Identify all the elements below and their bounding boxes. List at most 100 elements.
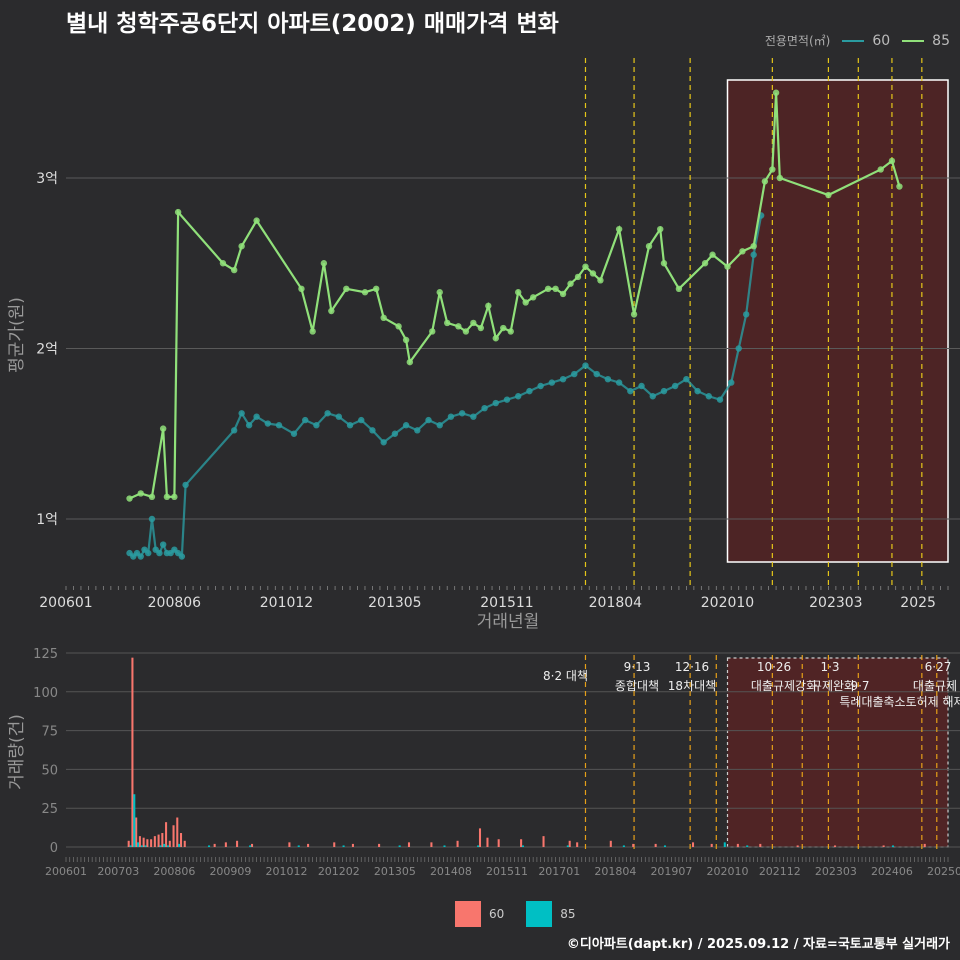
data-point-85 (137, 490, 144, 497)
data-point-60 (481, 404, 488, 412)
data-point-85 (320, 260, 328, 267)
bar-60 (131, 657, 134, 847)
data-point-60 (346, 422, 354, 429)
legend-box-85 (526, 901, 553, 927)
data-point-60 (380, 439, 387, 446)
bar-60 (542, 836, 545, 847)
data-point-60 (683, 375, 690, 383)
y-tick-label-bottom: 50 (41, 763, 58, 778)
data-point-85 (159, 425, 167, 432)
data-point-85 (559, 290, 567, 298)
bar-60 (486, 837, 489, 847)
x-tick-label-top: 201305 (368, 595, 421, 611)
data-point-60 (145, 549, 152, 557)
y-tick-label-top: 2억 (36, 342, 58, 358)
data-point-60 (245, 422, 253, 429)
data-point-60 (742, 311, 750, 318)
data-point-60 (137, 553, 144, 560)
data-point-85 (522, 299, 529, 306)
data-point-85 (761, 178, 769, 185)
data-point-85 (825, 191, 832, 199)
data-point-60 (253, 413, 260, 420)
x-tick-label-bottom: 202010 (707, 865, 749, 878)
data-point-60 (458, 410, 466, 417)
bar-85 (137, 842, 140, 847)
bar-60 (710, 843, 713, 847)
data-point-85 (298, 285, 305, 293)
bar-85 (443, 845, 446, 847)
data-point-85 (238, 243, 245, 250)
data-point-60 (705, 393, 713, 400)
data-point-85 (615, 225, 623, 233)
data-point-60 (615, 379, 623, 386)
x-tick-label-top: 201804 (589, 595, 643, 611)
bar-85 (129, 845, 132, 847)
policy-annotation: 1·3 (820, 660, 839, 674)
y-tick-label-bottom: 100 (33, 686, 58, 701)
data-point-85 (507, 328, 514, 335)
data-point-60 (694, 387, 701, 395)
bar-85 (178, 843, 181, 847)
bar-85 (297, 845, 300, 847)
data-point-60 (571, 370, 578, 378)
bar-85 (144, 845, 147, 847)
data-point-85 (372, 285, 380, 293)
data-point-85 (552, 285, 559, 293)
x-tick-label-top: 201511 (480, 595, 533, 611)
data-point-85 (436, 289, 443, 296)
data-point-85 (500, 324, 507, 332)
policy-annotation: 9·7 (850, 679, 869, 693)
x-tick-label-bottom: 201804 (594, 865, 636, 878)
legend-swatch-85 (902, 39, 925, 42)
data-point-85 (660, 260, 668, 267)
data-point-85 (589, 270, 597, 277)
data-point-60 (178, 553, 186, 560)
data-point-85 (657, 225, 664, 233)
policy-annotation: 18차대책 (668, 678, 716, 693)
bar-60 (288, 842, 291, 847)
policy-annotation: 특례대출축소토허제 해제 (839, 695, 960, 709)
data-point-60 (638, 382, 645, 390)
data-point-85 (477, 324, 485, 332)
data-point-60 (537, 382, 544, 390)
data-point-85 (470, 319, 477, 327)
data-point-85 (888, 157, 896, 165)
data-point-60 (335, 413, 343, 420)
data-point-60 (559, 375, 567, 383)
bar-85 (622, 845, 625, 847)
x-tick-label-top: 201012 (260, 595, 313, 611)
bar-60 (576, 842, 579, 847)
bar-60 (456, 840, 459, 847)
policy-annotation: 12·16 (675, 660, 709, 674)
data-point-85 (750, 243, 757, 250)
bar-60 (213, 843, 216, 847)
x-tick-label-top: 202010 (701, 595, 754, 611)
data-point-85 (380, 314, 387, 322)
data-point-85 (395, 323, 402, 330)
data-point-60 (156, 549, 163, 557)
data-point-85 (444, 319, 451, 327)
data-point-85 (309, 328, 316, 335)
legend-bottom-label-60: 60 (489, 907, 505, 921)
data-point-60 (582, 362, 589, 369)
bar-60 (834, 845, 837, 847)
data-point-85 (171, 493, 178, 501)
bar-60 (568, 840, 571, 847)
x-tick-label-bottom: 200909 (209, 865, 251, 878)
data-point-85 (739, 248, 746, 255)
data-point-60 (369, 427, 376, 434)
data-point-85 (724, 263, 731, 270)
bar-60 (654, 843, 657, 847)
y-axis-title-top: 평균가(원) (7, 297, 27, 373)
legend-label-85: 85 (932, 32, 950, 49)
bar-85 (159, 845, 162, 847)
data-point-60 (735, 345, 742, 352)
data-point-60 (290, 430, 298, 437)
legend-box-60 (455, 901, 481, 927)
bar-85 (166, 845, 169, 847)
bar-60 (176, 817, 179, 847)
y-tick-label-top: 3억 (36, 171, 58, 187)
data-point-85 (253, 217, 260, 224)
data-point-85 (769, 166, 776, 173)
bar-60 (183, 840, 186, 847)
